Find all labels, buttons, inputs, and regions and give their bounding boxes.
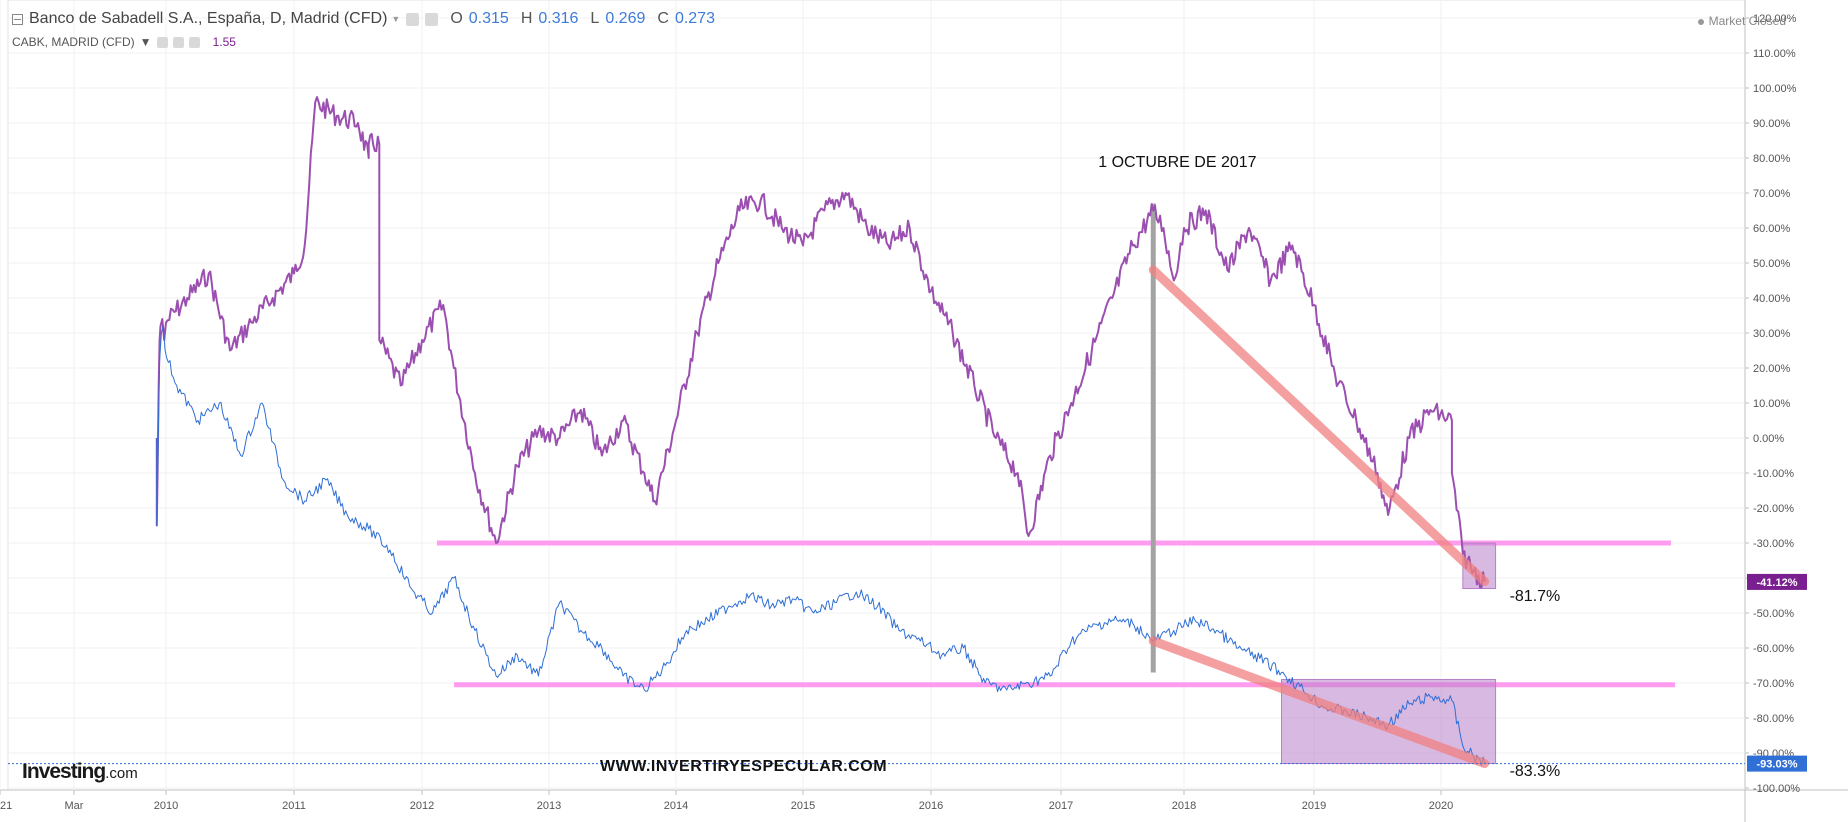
ohlc-low-value: 0.269: [605, 10, 646, 27]
collapse-icon[interactable]: [12, 13, 23, 25]
y-tick-label: -60.00%: [1753, 643, 1794, 655]
trend-arrow: [1148, 636, 1490, 768]
y-tick-label: 80.00%: [1753, 153, 1791, 165]
ohlc-close-key: C: [657, 10, 669, 27]
x-axis[interactable]: Mar 2010 2011 2012 2013 2014 2015 2016 2017 2018 2…: [0, 790, 1453, 812]
x-tick-label: 2013: [537, 800, 561, 812]
x-tick-label: 2015: [791, 800, 815, 812]
y-tick-label: 70.00%: [1753, 188, 1791, 200]
y-tick-label: -20.00%: [1753, 503, 1794, 515]
y-tick-label: -30.00%: [1753, 538, 1794, 550]
last-value-badge: [1747, 755, 1807, 772]
highlight-box: [1281, 679, 1497, 764]
logo-suffix: .com: [105, 765, 138, 782]
x-tick-label: 2017: [1049, 800, 1073, 812]
settings-icon[interactable]: [172, 36, 184, 48]
compare-symbol[interactable]: CABK, MADRID (CFD): [12, 35, 135, 49]
status-dot-icon: [1697, 18, 1704, 25]
settings-icon[interactable]: [425, 12, 439, 26]
website-watermark: WWW.INVERTIRYESPECULAR.COM: [600, 758, 888, 775]
x-tick-label: 2020: [1429, 800, 1453, 812]
ohlc-high-value: 0.316: [538, 10, 579, 27]
trend-arrow: [1148, 265, 1490, 586]
y-tick-label: 90.00%: [1753, 118, 1791, 130]
x-tick-label: 2010: [154, 800, 178, 812]
last-value-label: -41.12%: [1757, 577, 1798, 589]
y-tick-label: 20.00%: [1753, 363, 1791, 375]
trend-arrows: [1148, 265, 1490, 768]
series-line: [155, 96, 1486, 589]
x-tick-label: 2019: [1302, 800, 1326, 812]
y-tick-label: 50.00%: [1753, 258, 1791, 270]
y-tick-label: -50.00%: [1753, 608, 1794, 620]
y-axis[interactable]: 120.00% 110.00% 100.00% 90.00% 80.00% 70.00% 6…: [1745, 13, 1800, 795]
y-tick-label: 60.00%: [1753, 223, 1791, 235]
last-value-label: -93.03%: [1757, 759, 1798, 771]
y-tick-label: 40.00%: [1753, 293, 1791, 305]
change-annotation: -83.3%: [1510, 763, 1561, 780]
y-tick-label: 110.00%: [1753, 48, 1796, 60]
ohlc-open-key: O: [450, 10, 463, 27]
y-tick-label: 100.00%: [1753, 83, 1797, 95]
symbol-title[interactable]: Banco de Sabadell S.A., España, D, Madri…: [29, 10, 388, 27]
plot-area: [7, 0, 1746, 791]
remove-icon[interactable]: [188, 36, 200, 48]
series-lines: [155, 96, 1486, 767]
x-tick-label: Mar: [65, 800, 84, 812]
last-value-badge: [1747, 573, 1807, 590]
y-tick-label: -100.00%: [1753, 783, 1800, 795]
investing-logo: Investing.com: [22, 760, 138, 784]
x-tick-label: 2012: [410, 800, 434, 812]
main-series-legend: Banco de Sabadell S.A., España, D, Madri…: [12, 10, 715, 28]
market-status: Market Closed: [1697, 14, 1786, 28]
x-tick-label: 2018: [1172, 800, 1196, 812]
x-tick-label: 2016: [919, 800, 943, 812]
y-tick-label: -80.00%: [1753, 713, 1794, 725]
ohlc-high-key: H: [520, 10, 533, 27]
chevron-down-icon[interactable]: ▼: [139, 35, 152, 49]
visibility-icon[interactable]: [406, 12, 420, 26]
change-annotation: -81.7%: [1510, 588, 1561, 605]
logo-text: Investing: [22, 760, 106, 783]
visibility-icon[interactable]: [156, 36, 168, 48]
y-tick-label: -10.00%: [1753, 468, 1794, 480]
y-tick-label: 120.00%: [1753, 13, 1797, 25]
y-tick-label: 10.00%: [1753, 398, 1791, 410]
y-tick-label: -70.00%: [1753, 678, 1794, 690]
x-tick-label: 2014: [664, 800, 688, 812]
chevron-down-icon[interactable]: ▼: [391, 14, 401, 24]
y-tick-label: 30.00%: [1753, 328, 1791, 340]
event-label: 1 OCTUBRE DE 2017: [1098, 154, 1256, 171]
market-status-text: Market Closed: [1708, 14, 1786, 28]
y-tick-label: 0.00%: [1753, 433, 1784, 445]
compare-series-legend: CABK, MADRID (CFD) ▼ 1.55: [12, 35, 236, 49]
chart-annotations: 1 OCTUBRE DE 2017 -41.12% -81.7% -93.03% -83…: [8, 154, 1807, 780]
ohlc-low-key: L: [590, 10, 600, 27]
ohlc-open-value: 0.315: [468, 10, 509, 27]
series-line: [156, 325, 1486, 767]
compare-value: 1.55: [212, 35, 236, 49]
x-tick-label: 2011: [282, 800, 306, 812]
ohlc-close-value: 0.273: [674, 10, 715, 27]
